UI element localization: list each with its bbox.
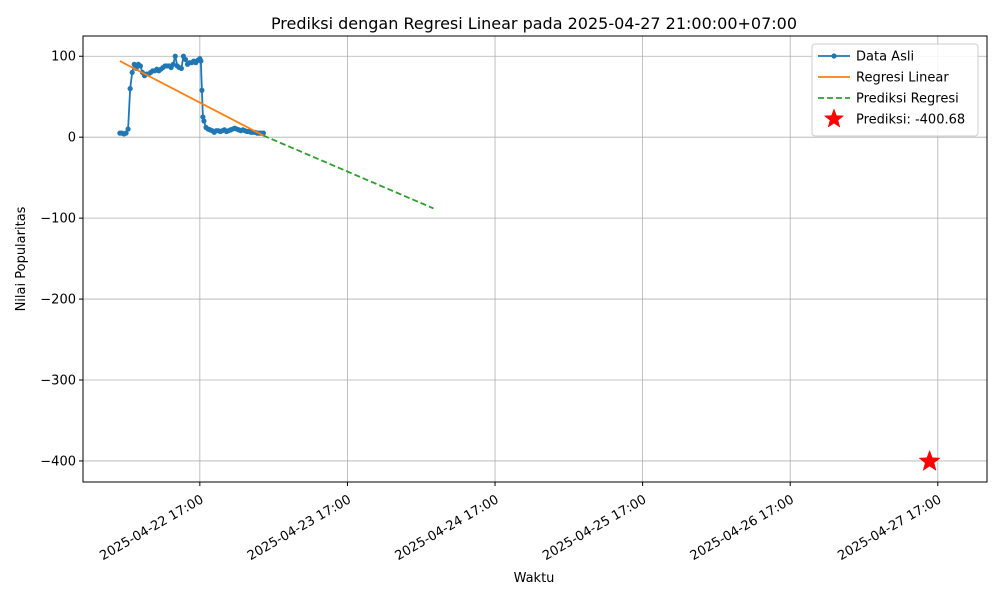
- y-tick-label: 100: [51, 50, 76, 65]
- series-layer: [117, 53, 941, 471]
- y-tick-label: −400: [40, 454, 76, 469]
- data-point: [178, 65, 184, 71]
- data-point: [172, 53, 178, 59]
- x-tick-label: 2025-04-24 17:00: [393, 492, 502, 564]
- y-tick-label: 0: [68, 131, 76, 146]
- x-tick-label: 2025-04-26 17:00: [688, 492, 797, 564]
- legend: Data Asli Regresi Linear Prediksi Regresi P…: [811, 43, 979, 137]
- data-point: [201, 118, 207, 124]
- data-point: [199, 87, 205, 93]
- series-line-regresi-linear: [119, 60, 264, 137]
- y-tick-label: −200: [40, 293, 76, 308]
- data-point: [131, 61, 137, 67]
- legend-marker-icon: [831, 53, 837, 59]
- data-point: [182, 56, 189, 63]
- legend-box: [811, 43, 979, 137]
- x-tick-label: 2025-04-23 17:00: [245, 492, 354, 564]
- legend-entry-label: Data Asli: [856, 50, 914, 65]
- data-point: [123, 130, 129, 136]
- data-point: [137, 63, 143, 69]
- ticks: 2025-04-22 17:00 2025-04-23 17:00 2025-04-…: [40, 50, 944, 564]
- series-line-prediksi-regresi: [263, 134, 434, 210]
- data-point: [125, 126, 131, 132]
- x-tick-label: 2025-04-25 17:00: [540, 492, 649, 564]
- chart-title: Prediksi dengan Regresi Linear pada 2025…: [271, 14, 797, 33]
- data-point: [170, 61, 176, 67]
- data-point: [200, 114, 206, 120]
- y-tick-label: −300: [40, 374, 76, 389]
- data-point: [198, 58, 204, 64]
- plot-frame: [82, 35, 988, 483]
- star-marker-prediksi-400-68: [918, 449, 941, 471]
- legend-entry-label: Prediksi: -400.68: [856, 113, 965, 128]
- data-point: [129, 69, 135, 76]
- y-tick-label: −100: [40, 212, 76, 227]
- x-axis-title: Waktu: [514, 571, 555, 586]
- y-axis-title: Nilai Popularitas: [14, 206, 29, 311]
- x-tick-label: 2025-04-22 17:00: [97, 492, 206, 564]
- x-tick-label: 2025-04-27 17:00: [835, 492, 944, 564]
- data-point: [127, 86, 133, 92]
- legend-entry-label: Regresi Linear: [856, 71, 949, 86]
- legend-entry-label: Prediksi Regresi: [856, 92, 959, 107]
- legend-star-icon: [823, 108, 845, 128]
